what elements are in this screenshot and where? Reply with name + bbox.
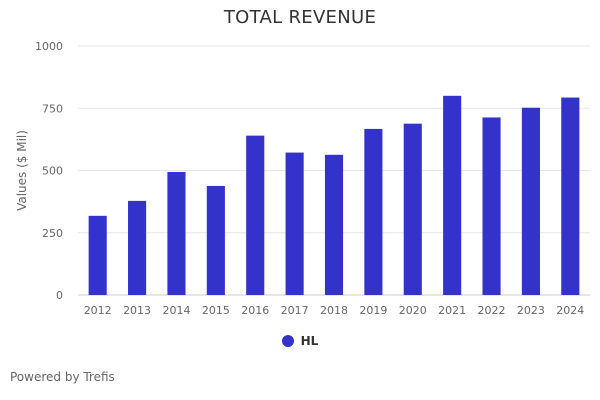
y-axis-ticks: 0 250 500 750 1000: [35, 40, 63, 302]
x-tick-label: 2014: [162, 304, 190, 317]
bar-2021[interactable]: [443, 95, 462, 295]
x-tick-label: 2022: [478, 304, 506, 317]
bar-2012[interactable]: [88, 215, 107, 295]
legend: HL: [0, 334, 600, 348]
x-tick-label: 2018: [320, 304, 348, 317]
x-tick-label: 2023: [517, 304, 545, 317]
x-tick-label: 2013: [123, 304, 151, 317]
y-tick-label: 0: [56, 289, 63, 302]
bar-2020[interactable]: [403, 123, 422, 295]
y-tick-label: 1000: [35, 40, 63, 53]
credits-link[interactable]: Powered by Trefis: [10, 370, 115, 384]
chart-title: TOTAL REVENUE: [223, 7, 377, 28]
bar-2024[interactable]: [561, 97, 580, 295]
y-tick-label: 500: [42, 165, 63, 178]
bar-2023[interactable]: [521, 107, 540, 295]
bar-2016[interactable]: [246, 135, 265, 295]
x-tick-label: 2012: [84, 304, 112, 317]
x-tick-label: 2021: [438, 304, 466, 317]
bar-2017[interactable]: [285, 152, 304, 295]
x-axis-ticks: 2012 2013 2014 2015 2016 2017 2018 2019 2020 2021…: [84, 304, 585, 317]
legend-label: HL: [300, 334, 319, 348]
x-tick-label: 2019: [359, 304, 387, 317]
x-tick-label: 2024: [556, 304, 584, 317]
y-tick-label: 750: [42, 102, 63, 115]
bars: [88, 95, 580, 295]
bar-2018[interactable]: [324, 154, 344, 295]
y-tick-label: 250: [42, 227, 63, 240]
bar-2014[interactable]: [167, 171, 186, 295]
bar-2015[interactable]: [206, 185, 225, 295]
x-tick-label: 2020: [399, 304, 427, 317]
bar-2022[interactable]: [482, 117, 501, 295]
legend-marker-icon: [281, 335, 294, 347]
x-tick-label: 2016: [241, 304, 269, 317]
y-axis-title: Values ($ Mil): [15, 130, 29, 211]
x-tick-label: 2015: [202, 304, 230, 317]
x-tick-label: 2017: [281, 304, 309, 317]
bar-2013[interactable]: [128, 200, 147, 295]
legend-item-hl[interactable]: HL: [281, 334, 319, 348]
bar-2019[interactable]: [364, 128, 383, 295]
